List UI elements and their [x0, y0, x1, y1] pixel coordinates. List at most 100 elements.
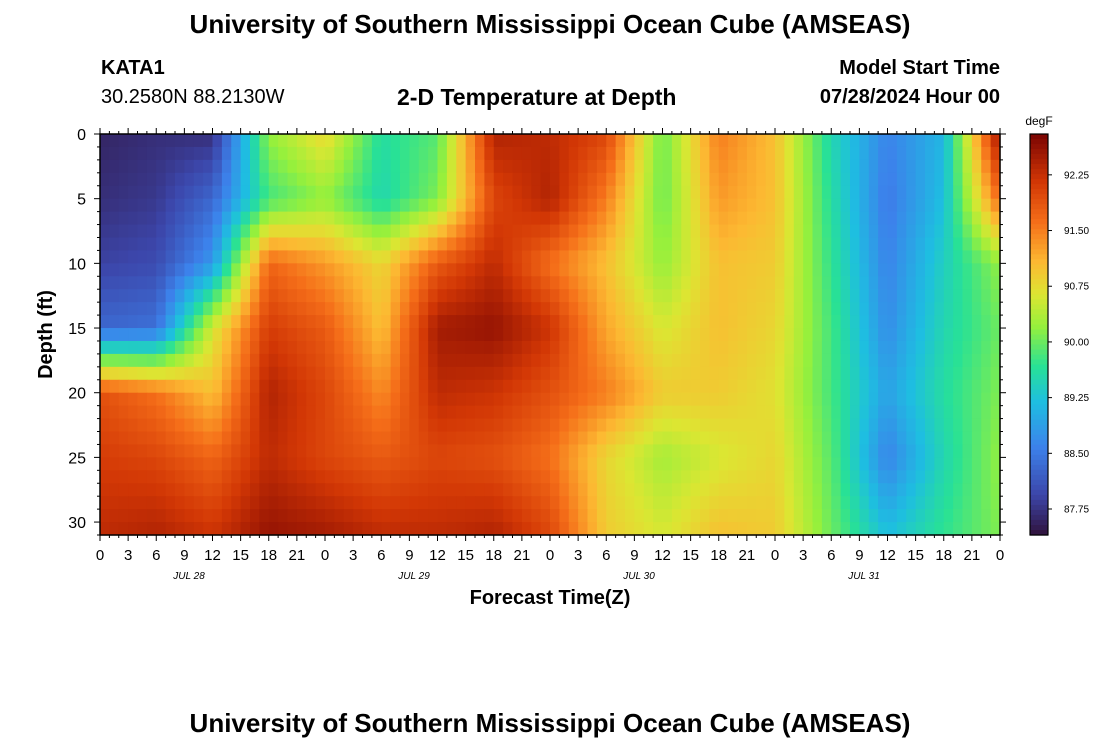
heatmap-cell: [746, 211, 757, 226]
heatmap-cell: [128, 444, 139, 458]
heatmap-cell: [887, 302, 898, 316]
heatmap-cell: [728, 444, 739, 458]
heatmap-cell: [259, 237, 270, 252]
heatmap-cell: [268, 224, 279, 239]
heatmap-cell: [559, 457, 570, 471]
heatmap-cell: [362, 146, 373, 161]
heatmap-cell: [653, 496, 664, 510]
heatmap-cell: [193, 159, 204, 174]
heatmap-cell: [353, 340, 364, 355]
heatmap-cell: [943, 509, 954, 523]
heatmap-cell: [334, 276, 345, 290]
heatmap-cell: [831, 328, 842, 342]
heatmap-cell: [906, 159, 917, 174]
heatmap-cell: [821, 146, 832, 161]
heatmap-cell: [184, 198, 195, 213]
heatmap-cell: [259, 328, 270, 342]
heatmap-cell: [287, 198, 298, 213]
heatmap-cell: [578, 146, 589, 161]
heatmap-cell: [437, 146, 448, 161]
heatmap-cell: [728, 159, 739, 174]
heatmap-cell: [221, 172, 232, 187]
heatmap-cell: [671, 224, 682, 239]
heatmap-cell: [456, 340, 467, 355]
heatmap-cell: [390, 522, 401, 536]
heatmap-cell: [278, 522, 289, 536]
heatmap-cell: [184, 444, 195, 458]
heatmap-cell: [371, 483, 382, 497]
heatmap-cell: [446, 263, 457, 277]
heatmap-cell: [540, 146, 551, 161]
heatmap-cell: [165, 224, 176, 239]
heatmap-cell: [615, 444, 626, 458]
heatmap-cell: [775, 483, 785, 497]
heatmap-cell: [878, 418, 889, 433]
heatmap-cell: [971, 496, 982, 510]
heatmap-cell: [100, 483, 110, 497]
heatmap-cell: [634, 418, 645, 433]
heatmap-cell: [634, 250, 645, 264]
heatmap-cell: [221, 328, 232, 342]
colorbar-segment: [1030, 134, 1048, 140]
heatmap-cell: [821, 496, 832, 510]
heatmap-cell: [915, 496, 926, 510]
heatmap-cell: [521, 198, 532, 213]
heatmap-cell: [287, 172, 298, 187]
heatmap-cell: [625, 470, 635, 484]
heatmap-cell: [475, 134, 485, 148]
heatmap-cell: [184, 302, 195, 316]
heatmap-cell: [596, 392, 607, 407]
heatmap-cell: [381, 379, 392, 394]
heatmap-cell: [803, 509, 814, 523]
colorbar-segment: [1030, 464, 1048, 471]
heatmap-cell: [250, 172, 260, 187]
heatmap-cell: [981, 263, 992, 277]
heatmap-cell: [765, 134, 776, 148]
heatmap-cell: [784, 198, 795, 213]
colorbar-segment: [1030, 459, 1048, 466]
heatmap-cell: [868, 328, 879, 342]
heatmap-cell: [165, 431, 176, 446]
heatmap-cell: [878, 483, 889, 497]
heatmap-cell: [587, 431, 598, 446]
heatmap-cell: [550, 457, 560, 471]
heatmap-cell: [971, 250, 982, 264]
heatmap-cell: [409, 224, 420, 239]
heatmap-cell: [896, 198, 907, 213]
heatmap-cell: [943, 315, 954, 329]
heatmap-cell: [653, 289, 664, 303]
heatmap-cell: [971, 328, 982, 342]
heatmap-cell: [512, 224, 523, 239]
heatmap-cell: [859, 328, 870, 342]
heatmap-cell: [193, 146, 204, 161]
heatmap-cell: [456, 431, 467, 446]
heatmap-cell: [240, 185, 251, 200]
heatmap-cell: [287, 159, 298, 174]
heatmap-cell: [700, 146, 710, 161]
heatmap-cell: [531, 172, 542, 187]
heatmap-cell: [878, 185, 889, 200]
heatmap-cell: [240, 224, 251, 239]
heatmap-cell: [362, 276, 373, 290]
heatmap-cell: [493, 366, 504, 381]
heatmap-cell: [156, 134, 167, 148]
heatmap-cell: [550, 509, 560, 523]
heatmap-cell: [803, 340, 814, 355]
colorbar-segment: [1030, 184, 1048, 190]
heatmap-cell: [859, 289, 870, 303]
heatmap-cell: [259, 340, 270, 355]
colorbar-segment: [1030, 234, 1048, 240]
heatmap-cell: [925, 444, 935, 458]
x-tick-label: 6: [377, 547, 385, 564]
heatmap-cell: [568, 405, 579, 420]
heatmap-cell: [840, 353, 851, 368]
heatmap-cell: [746, 340, 757, 355]
heatmap-cell: [896, 289, 907, 303]
heatmap-cell: [896, 457, 907, 471]
heatmap-cell: [203, 237, 214, 252]
heatmap-cell: [540, 276, 551, 290]
heatmap-cell: [943, 250, 954, 264]
heatmap-cell: [756, 431, 767, 446]
heatmap-cell: [615, 211, 626, 226]
heatmap-cell: [193, 431, 204, 446]
